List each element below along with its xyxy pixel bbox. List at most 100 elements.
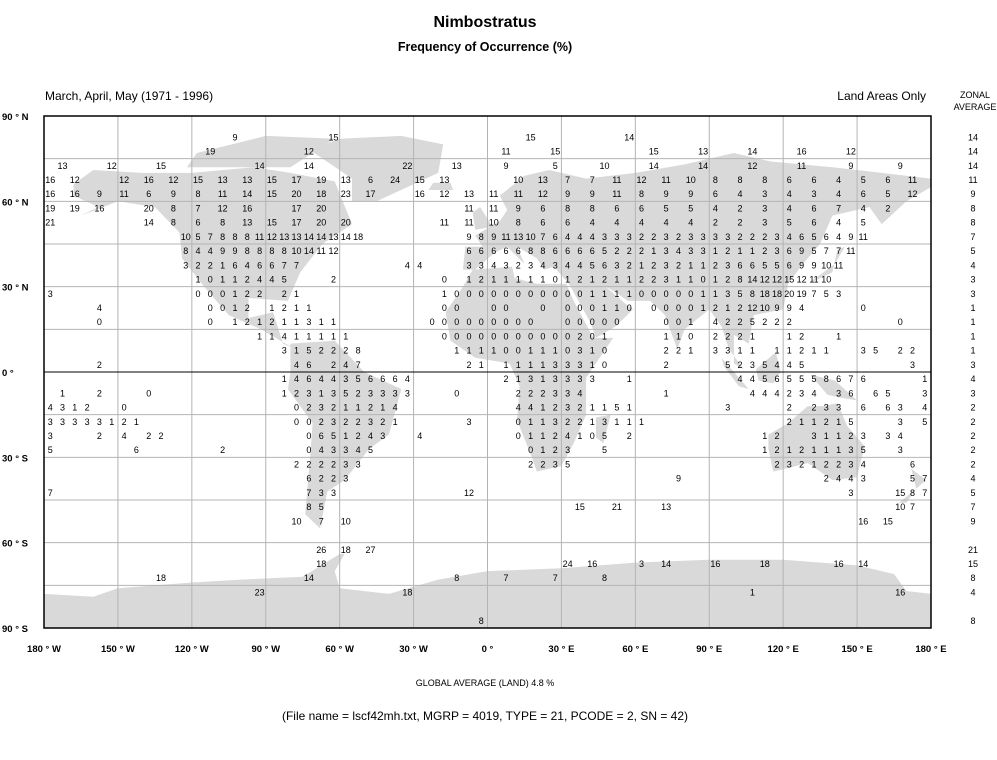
cell-value: 0 [479,289,484,299]
cell-value: 15 [267,175,277,185]
cell-value: 3 [60,417,65,427]
cell-value: 3 [848,445,853,455]
cell-value: 10 [513,175,523,185]
cell-value: 4 [565,260,570,270]
cell-value: 8 [602,573,607,583]
cell-value: 12 [304,147,314,157]
cell-value: 4 [836,474,841,484]
cell-value: 0 [676,289,681,299]
cell-value: 5 [824,289,829,299]
cell-value: 0 [602,317,607,327]
cell-value: 3 [356,459,361,469]
cell-value: 5 [331,431,336,441]
cell-value: 2 [639,275,644,285]
cell-value: 0 [442,275,447,285]
cell-value: 3 [466,260,471,270]
cell-value: 11 [464,218,473,228]
cell-value: 0 [516,346,521,356]
cell-value: 6 [774,374,779,384]
cell-value: 5 [602,246,607,256]
cell-value: 15 [550,147,560,157]
cell-value: 2 [725,317,730,327]
grid-lines [44,116,931,628]
cell-value: 2 [85,403,90,413]
cell-value: 0 [503,289,508,299]
cell-value: 6 [491,246,496,256]
cell-value: 2 [787,317,792,327]
cell-value: 1 [528,417,533,427]
cell-value: 13 [513,232,523,242]
cell-value: 2 [516,260,521,270]
zonal-average-value: 14 [968,147,978,157]
cell-value: 1 [639,417,644,427]
cell-value: 12 [439,189,449,199]
cell-value: 2 [158,431,163,441]
cell-value: 11 [612,175,621,185]
cell-value: 3 [688,232,693,242]
cell-value: 2 [577,275,582,285]
cell-value: 5 [553,161,558,171]
cell-value: 16 [858,516,868,526]
cell-value: 0 [553,331,558,341]
cell-value: 18 [760,289,770,299]
cell-value: 21 [45,218,55,228]
cell-value: 11 [846,246,855,256]
land-greenland [310,135,444,202]
cell-value: 12 [70,175,80,185]
cell-value: 2 [713,218,718,228]
cell-value: 1 [343,403,348,413]
cell-value: 18 [316,559,326,569]
cell-value: 1 [799,417,804,427]
cell-value: 12 [747,303,757,313]
cell-value: 2 [627,431,632,441]
cell-value: 1 [676,331,681,341]
cell-value: 1 [701,260,706,270]
cell-value: 19 [797,289,807,299]
cell-value: 4 [836,218,841,228]
cell-value: 0 [688,289,693,299]
cell-value: 9 [565,189,570,199]
cell-value: 1 [577,431,582,441]
cell-value: 5 [282,275,287,285]
cell-value: 21 [612,502,622,512]
cell-value: 8 [479,616,484,626]
cell-value: 13 [439,175,449,185]
cell-value: 1 [220,260,225,270]
cell-value: 6 [319,431,324,441]
cell-value: 3 [614,232,619,242]
cell-value: 7 [848,374,853,384]
cell-value: 7 [922,488,927,498]
cell-value: 0 [503,303,508,313]
cell-value: 1 [824,346,829,356]
cell-value: 4 [319,374,324,384]
cell-value: 14 [858,559,868,569]
cell-value: 4 [787,232,792,242]
cell-value: 5 [48,445,53,455]
zonal-average-value: 5 [970,246,975,256]
cell-value: 2 [553,431,558,441]
cell-value: 1 [836,431,841,441]
cell-value: 0 [306,431,311,441]
cell-value: 3 [898,445,903,455]
cell-value: 3 [898,403,903,413]
cell-value: 0 [540,303,545,313]
cell-value: 1 [688,317,693,327]
cell-value: 4 [343,360,348,370]
cell-value: 3 [565,403,570,413]
cell-value: 8 [269,246,274,256]
cell-value: 0 [664,317,669,327]
cell-value: 1 [590,275,595,285]
zonal-average-value: 9 [970,516,975,526]
longitude-tick-label: 90 ° E [696,644,722,655]
cell-value: 3 [774,232,779,242]
cell-value: 0 [454,289,459,299]
cell-value: 1 [528,275,533,285]
cell-value: 2 [627,260,632,270]
cell-value: 0 [540,289,545,299]
cell-value: 1 [503,275,508,285]
cell-value: 1 [824,431,829,441]
cell-value: 3 [97,417,102,427]
cell-value: 1 [750,346,755,356]
cell-value: 1 [713,275,718,285]
cell-value: 11 [908,175,917,185]
